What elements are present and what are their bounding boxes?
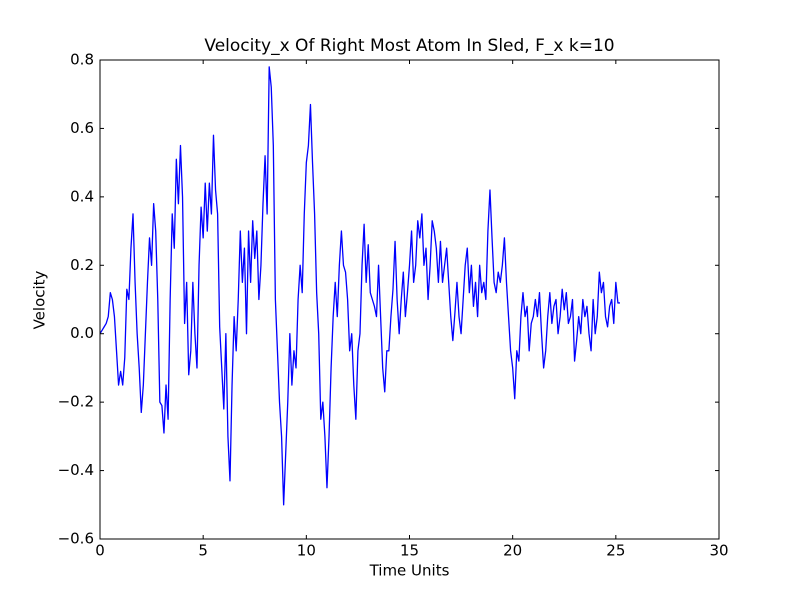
x-tick-label: 20 bbox=[503, 542, 522, 560]
x-tick-label: 5 bbox=[198, 542, 208, 560]
x-tick-label: 25 bbox=[606, 542, 625, 560]
y-tick-label: −0.6 bbox=[58, 530, 94, 548]
y-tick-label: −0.4 bbox=[58, 461, 94, 479]
x-tick-label: 0 bbox=[95, 542, 105, 560]
data-line bbox=[99, 66, 620, 506]
y-tick-label: 0.2 bbox=[70, 256, 94, 274]
x-axis-label: Time Units bbox=[369, 562, 450, 580]
x-tick-label: 10 bbox=[297, 542, 316, 560]
x-tick-label: 30 bbox=[709, 542, 728, 560]
y-tick-label: −0.2 bbox=[58, 393, 94, 411]
y-tick-label: 0.0 bbox=[70, 324, 94, 342]
y-axis-label: Velocity bbox=[31, 270, 49, 329]
y-tick-label: 0.4 bbox=[70, 187, 94, 205]
y-tick-label: 0.6 bbox=[70, 119, 94, 137]
chart-title: Velocity_x Of Right Most Atom In Sled, F… bbox=[204, 36, 614, 56]
y-tick-label: 0.8 bbox=[70, 51, 94, 69]
x-tick-label: 15 bbox=[400, 542, 419, 560]
